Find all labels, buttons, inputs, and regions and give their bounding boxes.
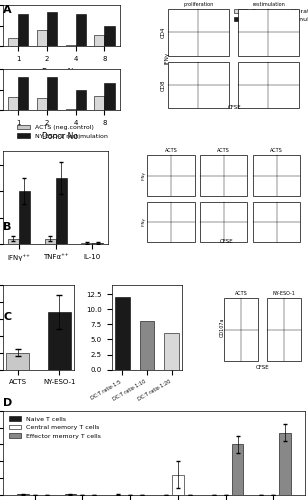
Text: NY-ESO-1: NY-ESO-1 [272,292,295,296]
Bar [37,30,47,46]
Text: ACTS: ACTS [235,292,248,296]
Bar [140,322,154,370]
Text: D: D [3,398,12,407]
Text: CFSE: CFSE [219,239,233,244]
Legend: ACTS (neg.control), NY-ESO-1 restimulation: ACTS (neg.control), NY-ESO-1 restimulati… [15,122,110,141]
Bar [18,77,28,110]
Bar [200,202,247,242]
Text: ACTS: ACTS [217,148,230,154]
Bar [76,14,86,46]
Text: CFSE: CFSE [228,106,242,110]
Bar [92,243,103,244]
Bar [95,34,104,46]
X-axis label: Donor No.: Donor No. [42,132,81,140]
Bar [253,202,300,242]
Text: ACTS: ACTS [165,148,177,154]
Bar [8,97,18,110]
Text: Baseline
proliferation: Baseline proliferation [183,0,213,7]
Bar [8,239,19,244]
Bar [48,312,71,370]
Legend: Baseline proliferation, NY-ESO-1 restimulation: Baseline proliferation, NY-ESO-1 restimu… [232,6,308,25]
Bar [238,62,299,108]
Bar [8,38,18,46]
Bar [17,494,29,495]
Text: CFSE: CFSE [256,364,269,370]
Bar [164,334,179,370]
Text: C: C [3,312,11,322]
Bar [148,155,195,196]
Bar [104,26,115,46]
Text: IFNγ: IFNγ [142,218,146,226]
Bar [47,12,57,46]
Text: CD4: CD4 [161,26,166,38]
Bar [200,155,247,196]
Text: CD107a: CD107a [220,318,225,337]
Legend: Naive T cells, Central memory T cells, Effector memory T cells: Naive T cells, Central memory T cells, E… [6,414,103,442]
Text: B: B [3,222,11,232]
Bar [76,90,86,110]
Bar [267,298,301,361]
Bar [115,298,130,370]
Bar [279,432,291,495]
Bar [232,444,244,495]
Bar [224,298,258,361]
Bar [148,202,195,242]
Bar [81,243,92,244]
Bar [168,62,229,108]
Bar [37,98,47,110]
Bar [47,77,57,110]
Bar [6,352,29,370]
Bar [168,9,229,56]
Text: CD8: CD8 [161,80,166,91]
Bar [104,84,115,110]
Bar [95,96,104,110]
X-axis label: Donor No.: Donor No. [42,68,81,76]
Text: ACTS: ACTS [270,148,283,154]
Text: IFNγ: IFNγ [142,171,146,180]
Text: IFNγ: IFNγ [165,52,170,64]
Text: NY-ESO-1
restimulation: NY-ESO-1 restimulation [252,0,285,7]
Bar [64,494,76,495]
Bar [253,155,300,196]
Bar [18,14,28,46]
Bar [19,191,30,244]
Bar [45,239,55,244]
Bar [55,178,67,244]
Bar [238,9,299,56]
Bar [172,475,184,495]
Text: A: A [3,5,12,15]
